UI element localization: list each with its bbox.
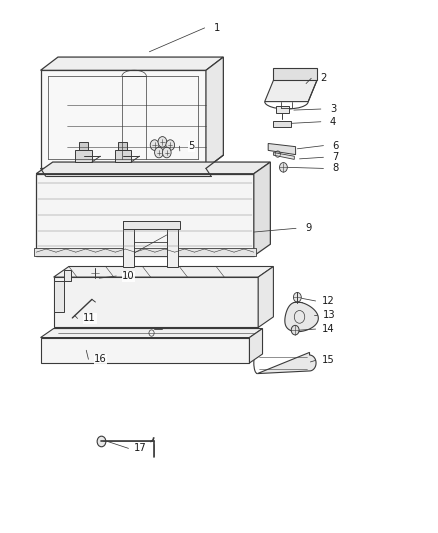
- Polygon shape: [265, 80, 317, 102]
- Circle shape: [97, 436, 106, 447]
- Polygon shape: [36, 174, 254, 256]
- Bar: [75, 150, 92, 162]
- Text: 4: 4: [330, 117, 336, 127]
- Polygon shape: [36, 162, 270, 174]
- Text: 15: 15: [321, 356, 334, 365]
- Polygon shape: [206, 57, 223, 168]
- Circle shape: [166, 140, 175, 150]
- Text: 14: 14: [321, 324, 334, 334]
- Polygon shape: [53, 270, 71, 312]
- Text: 13: 13: [323, 310, 336, 320]
- Text: 5: 5: [188, 141, 195, 151]
- Bar: [92, 278, 98, 285]
- Polygon shape: [257, 352, 316, 374]
- Polygon shape: [34, 248, 256, 256]
- Text: 3: 3: [330, 104, 336, 114]
- Polygon shape: [41, 337, 250, 363]
- Bar: [79, 142, 88, 150]
- Text: 11: 11: [83, 313, 96, 324]
- Bar: [295, 303, 300, 308]
- Text: 16: 16: [94, 354, 107, 364]
- Circle shape: [58, 314, 74, 333]
- Polygon shape: [308, 80, 317, 102]
- Polygon shape: [167, 221, 178, 266]
- Polygon shape: [273, 68, 317, 80]
- Polygon shape: [258, 266, 273, 327]
- Text: 10: 10: [122, 271, 135, 281]
- Circle shape: [91, 268, 99, 278]
- Text: 8: 8: [332, 164, 339, 173]
- Circle shape: [293, 293, 301, 302]
- Polygon shape: [123, 221, 134, 266]
- Polygon shape: [41, 57, 223, 70]
- Text: 12: 12: [321, 296, 334, 306]
- Bar: [118, 142, 127, 150]
- Bar: [273, 120, 291, 126]
- Polygon shape: [268, 143, 296, 155]
- Polygon shape: [250, 328, 262, 363]
- Text: 9: 9: [305, 223, 311, 233]
- Polygon shape: [285, 302, 318, 332]
- Polygon shape: [254, 162, 270, 256]
- Polygon shape: [53, 277, 258, 327]
- Text: 17: 17: [134, 443, 147, 454]
- Text: 2: 2: [320, 73, 327, 83]
- Polygon shape: [41, 70, 206, 168]
- Polygon shape: [53, 266, 273, 277]
- Circle shape: [158, 136, 167, 147]
- Bar: [276, 107, 289, 114]
- Polygon shape: [123, 221, 180, 229]
- Text: 7: 7: [332, 152, 339, 162]
- Bar: [93, 299, 102, 308]
- Polygon shape: [41, 328, 262, 337]
- Circle shape: [279, 163, 287, 172]
- Circle shape: [155, 147, 163, 158]
- Circle shape: [162, 147, 171, 158]
- Text: 1: 1: [214, 23, 220, 33]
- Text: 6: 6: [332, 141, 339, 151]
- Circle shape: [150, 140, 159, 150]
- Circle shape: [291, 325, 299, 335]
- Polygon shape: [273, 152, 294, 159]
- Bar: [115, 150, 131, 162]
